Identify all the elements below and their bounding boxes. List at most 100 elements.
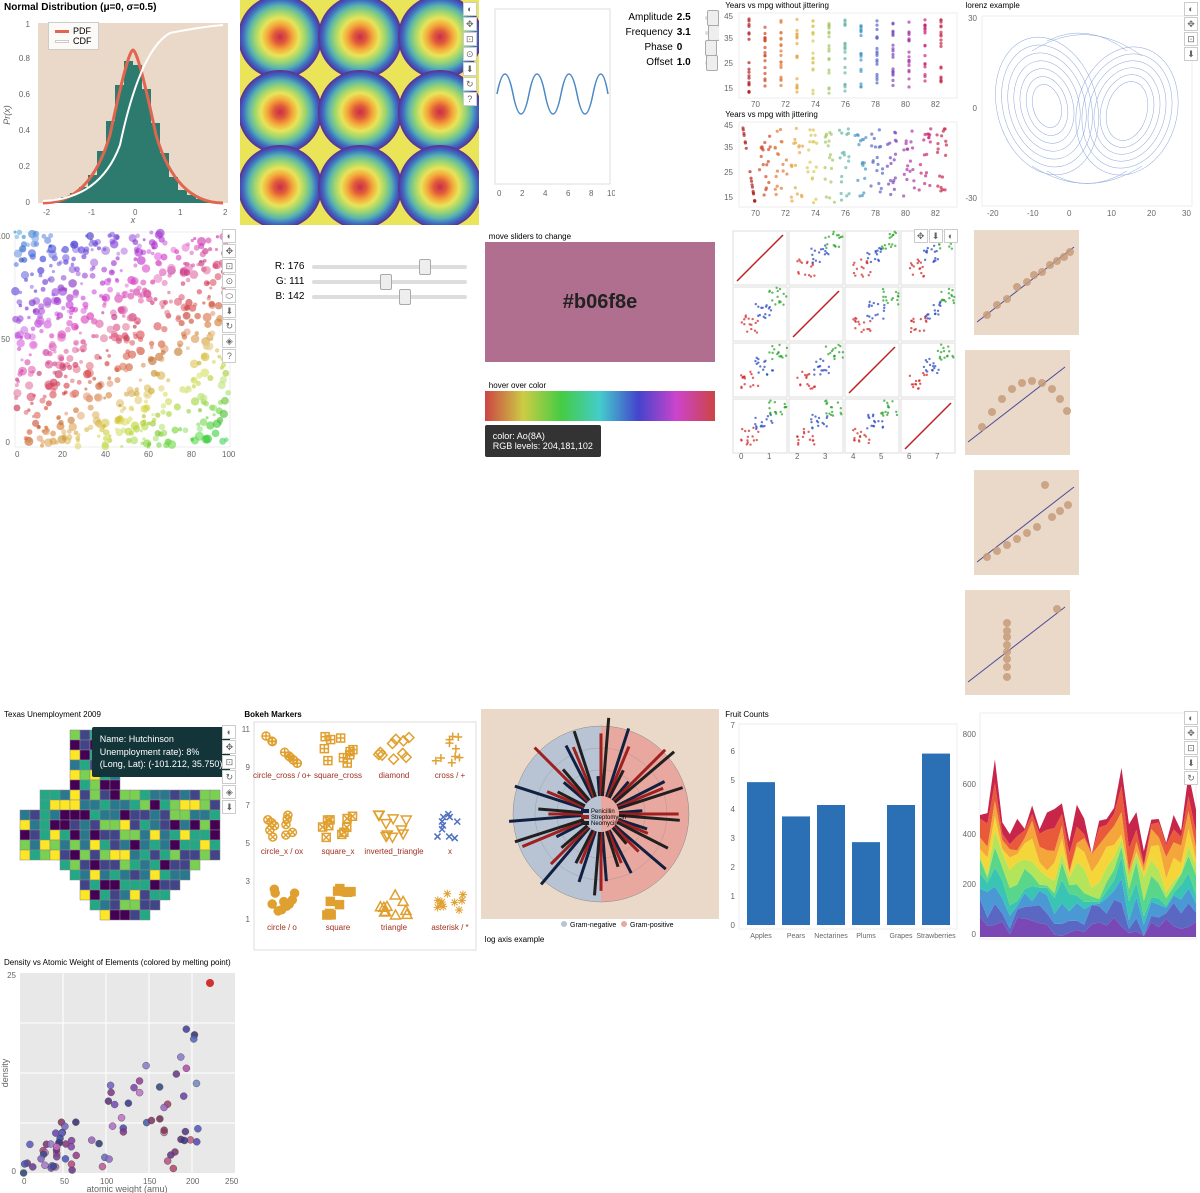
texas-title: Texas Unemployment 2009 <box>0 709 238 720</box>
toolbar[interactable]: ✥⬇◐ <box>914 229 958 243</box>
zoom-icon[interactable]: ⊡ <box>222 259 236 273</box>
save-icon[interactable]: ⬇ <box>222 800 236 814</box>
svg-text:200: 200 <box>186 1177 200 1186</box>
r-slider[interactable]: R: 176 <box>248 261 470 272</box>
svg-text:Apples: Apples <box>750 933 772 940</box>
svg-text:76: 76 <box>841 209 850 218</box>
svg-text:cross / +: cross / + <box>435 771 466 780</box>
bokeh-logo-icon[interactable]: ◐ <box>463 2 477 16</box>
svg-text:Grapes: Grapes <box>890 933 913 940</box>
pan-icon[interactable]: ✥ <box>222 244 236 258</box>
svg-text:3: 3 <box>823 452 828 461</box>
zoom-icon[interactable]: ⊡ <box>463 32 477 46</box>
wheel-icon[interactable]: ⊙ <box>463 47 477 61</box>
elements-title: Density vs Atomic Weight of Elements (co… <box>0 957 238 968</box>
toolbar[interactable]: ◐✥ ⊡⬇ ↻ <box>1184 711 1198 785</box>
reset-icon[interactable]: ↻ <box>222 319 236 333</box>
bokeh-logo-icon[interactable]: ◐ <box>222 229 236 243</box>
amplitude-slider[interactable]: Amplitude2.5 <box>617 12 713 23</box>
save-icon[interactable]: ⬇ <box>463 62 477 76</box>
svg-text:4: 4 <box>851 452 856 461</box>
svg-text:0: 0 <box>12 1167 17 1176</box>
svg-text:25: 25 <box>724 59 733 68</box>
help-icon[interactable]: ? <box>222 349 236 363</box>
svg-text:circle_x / ox: circle_x / ox <box>261 847 303 856</box>
hover-tooltip: color: Ao(8A) RGB levels: 204,181,102 <box>485 425 601 457</box>
pan-icon[interactable]: ✥ <box>914 229 928 243</box>
svg-text:diamond: diamond <box>379 771 410 780</box>
burtin-subtitle: log axis example <box>481 934 719 945</box>
jitter-panels: Years vs mpg without jittering 1525 3545… <box>721 0 959 225</box>
svg-text:80: 80 <box>187 450 196 459</box>
reset-icon[interactable]: ↻ <box>1184 771 1198 785</box>
svg-text:inverted_triangle: inverted_triangle <box>365 847 425 856</box>
hover-icon[interactable]: ◈ <box>222 785 236 799</box>
svg-text:78: 78 <box>871 100 880 109</box>
markers-title: Bokeh Markers <box>240 709 478 720</box>
svg-text:5: 5 <box>879 452 884 461</box>
toolbar[interactable]: ◐✥ ⊡⊙ ⬭⬇ ↻◈ ? <box>222 229 236 363</box>
toolbar[interactable]: ◐✥ ⊡⬇ <box>1184 2 1198 61</box>
burtin-chart: Penicillin Streptomycin Neomycin Gram-ne… <box>481 709 719 955</box>
frequency-slider[interactable]: Frequency3.1 <box>617 27 713 38</box>
svg-text:10: 10 <box>607 189 615 198</box>
normal-legend: PDF CDF <box>48 22 99 50</box>
svg-text:200: 200 <box>962 880 976 889</box>
bokeh-logo-icon[interactable]: ◐ <box>222 725 236 739</box>
pan-icon[interactable]: ✥ <box>1184 726 1198 740</box>
texas-tooltip: Name: Hutchinson Unemployment rate): 8% … <box>92 727 231 777</box>
save-icon[interactable]: ⬇ <box>1184 47 1198 61</box>
save-icon[interactable]: ⬇ <box>1184 756 1198 770</box>
fruit-bar-chart: Fruit Counts ApplesPearsNectarinesPlumsG… <box>721 709 959 955</box>
svg-text:-30: -30 <box>965 194 977 203</box>
svg-text:15: 15 <box>724 84 733 93</box>
help-icon[interactable]: ? <box>463 92 477 106</box>
color-swatch-panel: move sliders to change #b06f8e hover ove… <box>481 227 719 707</box>
hover-icon[interactable]: ◈ <box>222 334 236 348</box>
rgb-slider-panel: R: 176 G: 111 B: 142 <box>240 227 478 707</box>
svg-text:70: 70 <box>751 100 760 109</box>
save-icon[interactable]: ⬇ <box>222 304 236 318</box>
sine-slider-panel: 024 6810 Amplitude2.5 Frequency3.1 Phase… <box>481 0 719 225</box>
texas-map: Texas Unemployment 2009 Name: Hutchinson… <box>0 709 238 955</box>
normal-title: Normal Distribution (μ=0, σ=0.5) <box>0 0 238 15</box>
save-icon[interactable]: ⬇ <box>929 229 943 243</box>
color-spectrum[interactable] <box>485 391 715 421</box>
zoom-icon[interactable]: ⊡ <box>1184 32 1198 46</box>
wheel-icon[interactable]: ⊙ <box>222 274 236 288</box>
phase-slider[interactable]: Phase0 <box>617 42 713 53</box>
svg-text:circle_cross / o+: circle_cross / o+ <box>253 771 311 780</box>
g-slider[interactable]: G: 111 <box>248 276 470 287</box>
svg-text:0.6: 0.6 <box>19 90 31 99</box>
zoom-icon[interactable]: ⊡ <box>222 755 236 769</box>
svg-text:600: 600 <box>962 780 976 789</box>
swatch-title: move sliders to change <box>485 231 715 242</box>
pan-icon[interactable]: ✥ <box>222 740 236 754</box>
svg-text:2: 2 <box>795 452 800 461</box>
svg-text:1: 1 <box>26 20 31 29</box>
elements-scatter: Density vs Atomic Weight of Elements (co… <box>0 957 238 1193</box>
svg-text:20: 20 <box>1147 209 1156 218</box>
reset-icon[interactable]: ↻ <box>463 77 477 91</box>
svg-text:60: 60 <box>144 450 153 459</box>
pan-icon[interactable]: ✥ <box>463 17 477 31</box>
svg-text:82: 82 <box>931 209 940 218</box>
svg-text:4: 4 <box>543 189 548 198</box>
bokeh-logo-icon[interactable]: ◐ <box>944 229 958 243</box>
pan-icon[interactable]: ✥ <box>1184 17 1198 31</box>
bokeh-logo-icon[interactable]: ◐ <box>1184 2 1198 16</box>
reset-icon[interactable]: ↻ <box>222 770 236 784</box>
svg-text:72: 72 <box>781 209 790 218</box>
svg-text:Plums: Plums <box>856 933 876 940</box>
svg-text:square_x: square_x <box>322 847 355 856</box>
zoom-icon[interactable]: ⊡ <box>1184 741 1198 755</box>
toolbar[interactable]: ◐✥ ⊡↻ ◈⬇ <box>222 725 236 814</box>
b-slider[interactable]: B: 142 <box>248 291 470 302</box>
lorenz-attractor: lorenz example -20-100 102030 -30030 <box>962 0 1200 225</box>
svg-text:10: 10 <box>1107 209 1116 218</box>
lasso-icon[interactable]: ⬭ <box>222 289 236 303</box>
offset-slider[interactable]: Offset1.0 <box>617 57 713 68</box>
toolbar[interactable]: ◐ ✥ ⊡ ⊙ ⬇ ↻ ? <box>463 2 477 106</box>
svg-text:square_cross: square_cross <box>314 771 362 780</box>
svg-text:-20: -20 <box>987 209 999 218</box>
